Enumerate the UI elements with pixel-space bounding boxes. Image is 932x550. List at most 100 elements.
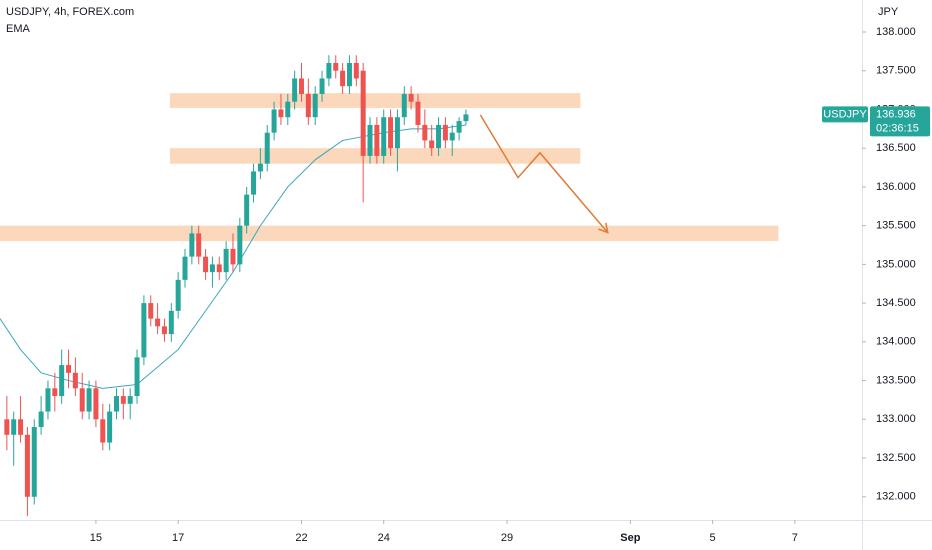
candle-body — [442, 124, 448, 141]
symbol-badge-label: USDJPY — [823, 108, 867, 120]
candle-body — [346, 62, 352, 87]
support-resistance-zone — [169, 148, 581, 164]
candle-body — [216, 264, 222, 273]
candle-body — [381, 117, 387, 156]
x-tick-label: 7 — [792, 532, 798, 544]
candle-body — [141, 303, 147, 358]
candle-body — [134, 357, 140, 397]
y-tick-label: 135.000 — [876, 258, 916, 270]
candle-body — [127, 396, 133, 404]
candle-body — [52, 388, 58, 397]
candle-body — [155, 318, 161, 327]
y-tick-label: 132.000 — [876, 491, 916, 503]
candle-body — [209, 264, 215, 273]
candle-body — [271, 109, 277, 133]
candle-body — [340, 70, 346, 87]
candle-body — [24, 434, 30, 497]
projection-arrow — [479, 114, 609, 234]
candle-body — [59, 365, 65, 397]
y-tick-label: 133.500 — [876, 374, 916, 386]
x-tick-label: 22 — [295, 532, 307, 544]
candle-body — [367, 124, 373, 156]
candle-body — [72, 372, 78, 389]
candle-body — [182, 256, 188, 280]
candle-body — [257, 163, 263, 172]
candle-body — [93, 388, 99, 420]
candle-body — [4, 419, 10, 435]
chart-title: USDJPY, 4h, FOREX.com — [6, 6, 134, 18]
candle-body — [456, 121, 462, 133]
candle-body — [196, 233, 202, 257]
candle-body — [86, 388, 92, 412]
candle-body — [45, 388, 51, 412]
candle-body — [374, 124, 380, 156]
x-tick-label: 5 — [710, 532, 716, 544]
candle-body — [285, 101, 291, 118]
candle-body — [319, 78, 325, 94]
candle-body — [107, 411, 113, 443]
symbol-badge — [822, 106, 868, 123]
candle-body — [292, 78, 298, 102]
candle-body — [463, 114, 469, 122]
x-tick-label: 29 — [501, 532, 513, 544]
candle-body — [100, 419, 106, 443]
candle-body — [312, 93, 318, 118]
y-tick-label: 132.500 — [876, 452, 916, 464]
arrow-head — [598, 222, 609, 234]
candle-body — [148, 303, 154, 319]
candle-body — [449, 132, 455, 141]
last-price-label: 136.936 — [876, 108, 916, 120]
candle-body — [203, 256, 209, 273]
candle-body — [394, 117, 400, 149]
candle-body — [18, 419, 24, 435]
candle-body — [408, 93, 414, 102]
y-tick-label: 133.000 — [876, 413, 916, 425]
candle-body — [353, 62, 359, 79]
y-tick-label: 136.500 — [876, 142, 916, 154]
candle-body — [429, 140, 435, 149]
candle-body — [436, 124, 442, 149]
candle-body — [120, 396, 126, 404]
candle-body — [415, 101, 421, 125]
candle-body — [422, 124, 428, 141]
x-tick-label: 24 — [378, 532, 390, 544]
y-tick-label: 136.000 — [876, 181, 916, 193]
candle-body — [237, 225, 243, 265]
y-tick-label: 134.000 — [876, 336, 916, 348]
candle-body — [251, 171, 257, 195]
candle-body — [79, 388, 85, 412]
plot-area — [0, 55, 779, 517]
candle-body — [189, 233, 195, 257]
candle-body — [360, 70, 366, 156]
candle-body — [278, 109, 284, 118]
candle-body — [38, 411, 44, 428]
candle-body — [161, 326, 167, 335]
x-tick-label: Sep — [620, 532, 640, 544]
indicator-label: EMA — [6, 23, 31, 35]
candle-body — [113, 396, 119, 412]
candle-body — [230, 248, 236, 265]
candle-body — [66, 365, 72, 373]
x-tick-label: 15 — [90, 532, 102, 544]
candle-body — [326, 62, 332, 79]
currency-label: JPY — [878, 6, 899, 18]
candle-body — [388, 117, 394, 149]
countdown-label: 02:36:15 — [876, 122, 919, 134]
candle-body — [401, 93, 407, 118]
candle-body — [298, 78, 304, 94]
candle-body — [264, 132, 270, 164]
candle-body — [168, 310, 174, 335]
y-tick-label: 138.000 — [876, 26, 916, 38]
candle-body — [223, 248, 229, 273]
y-tick-label: 135.500 — [876, 220, 916, 232]
last-price-badge — [870, 106, 930, 137]
y-tick-label: 137.500 — [876, 65, 916, 77]
y-tick-label: 134.500 — [876, 297, 916, 309]
support-resistance-zone — [169, 93, 581, 108]
support-resistance-zone — [0, 225, 779, 242]
candle-body — [333, 62, 339, 71]
candle-body — [244, 194, 250, 226]
x-tick-label: 17 — [172, 532, 184, 544]
